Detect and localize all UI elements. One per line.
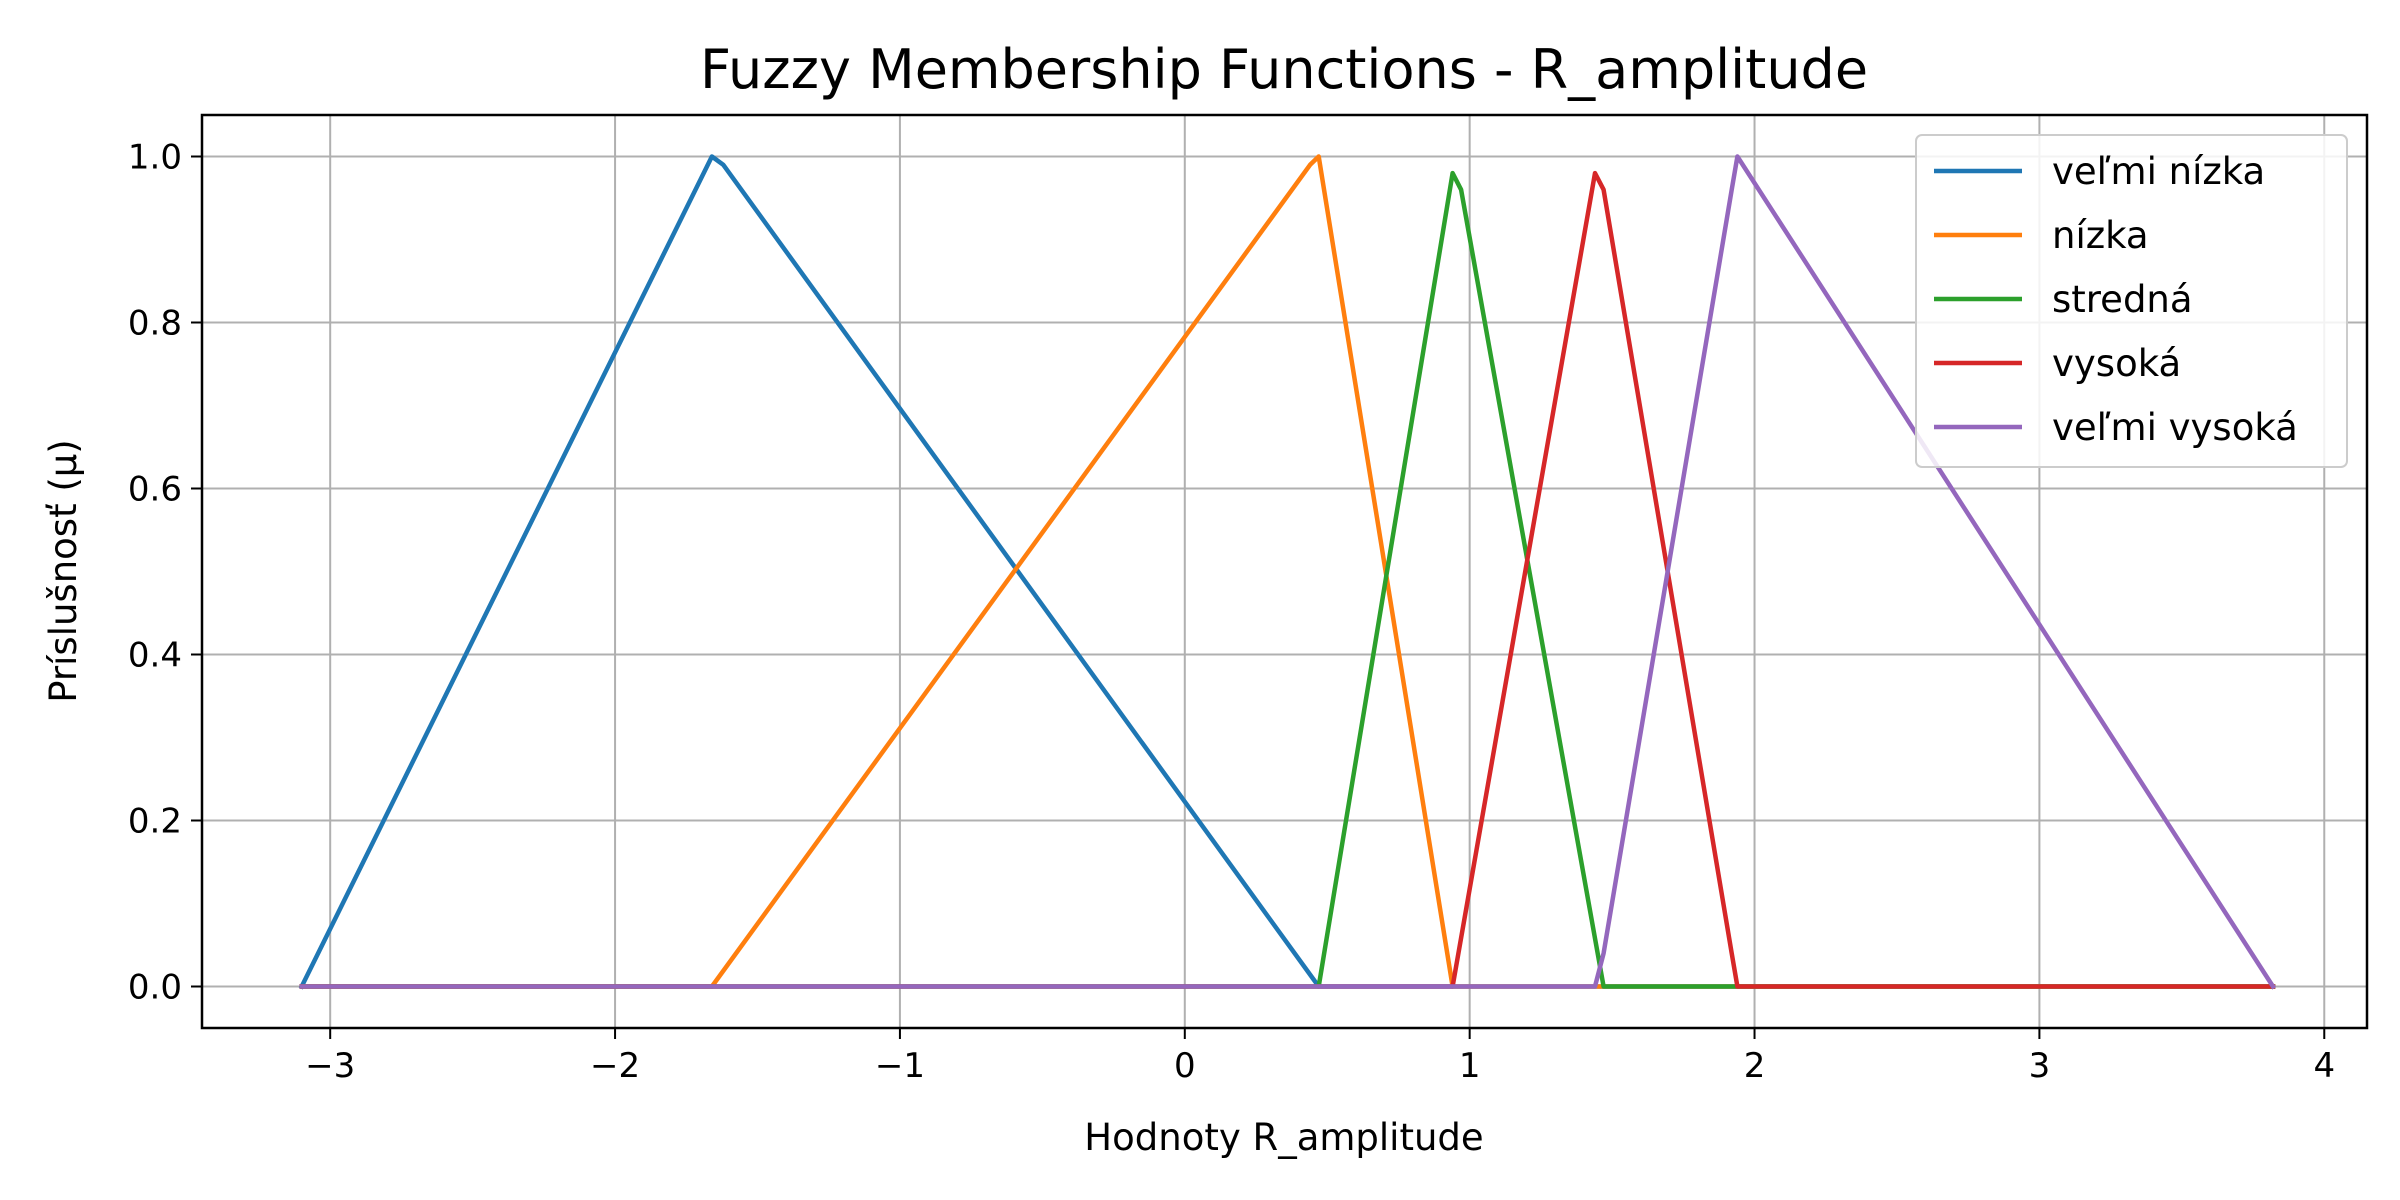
y-axis-label: Príslušnosť (μ) xyxy=(42,439,85,702)
x-tick-label: 4 xyxy=(2313,1046,2335,1086)
y-tick-label: 0.4 xyxy=(128,636,182,676)
legend-label: veľmi nízka xyxy=(2052,150,2265,193)
chart-title: Fuzzy Membership Functions - R_amplitude xyxy=(700,38,1868,101)
x-tick-label: −1 xyxy=(875,1046,925,1086)
x-tick-label: 1 xyxy=(1459,1046,1481,1086)
x-tick-label: 0 xyxy=(1174,1046,1196,1086)
x-axis-label: Hodnoty R_amplitude xyxy=(1084,1116,1483,1159)
series-lines xyxy=(298,154,2277,990)
axis-ticks: −3 −2 −1 0 1 2 3 4 0.0 0.2 0.4 0.6 0.8 1.0 xyxy=(128,138,2335,1087)
x-tick-label: 3 xyxy=(2029,1046,2051,1086)
legend-label: nízka xyxy=(2052,214,2149,257)
series-line xyxy=(299,154,2277,990)
y-tick-label: 0.2 xyxy=(128,802,182,842)
legend-box xyxy=(1915,134,2348,468)
axes-frame xyxy=(200,113,2369,1030)
y-tick-label: 0.8 xyxy=(128,304,182,344)
y-tick-label: 0.6 xyxy=(128,470,182,510)
legend-label: veľmi vysoká xyxy=(2052,406,2298,449)
x-tick-label: 2 xyxy=(1744,1046,1766,1086)
y-tick-label: 1.0 xyxy=(128,138,182,178)
x-tick-label: −2 xyxy=(590,1046,640,1086)
legend: veľmi nízka nízka stredná vysoká veľmi vysok… xyxy=(1915,134,2348,468)
legend-label: stredná xyxy=(2052,278,2193,321)
legend-label: vysoká xyxy=(2052,342,2181,385)
x-tick-label: −3 xyxy=(305,1046,355,1086)
y-tick-label: 0.0 xyxy=(128,968,182,1008)
